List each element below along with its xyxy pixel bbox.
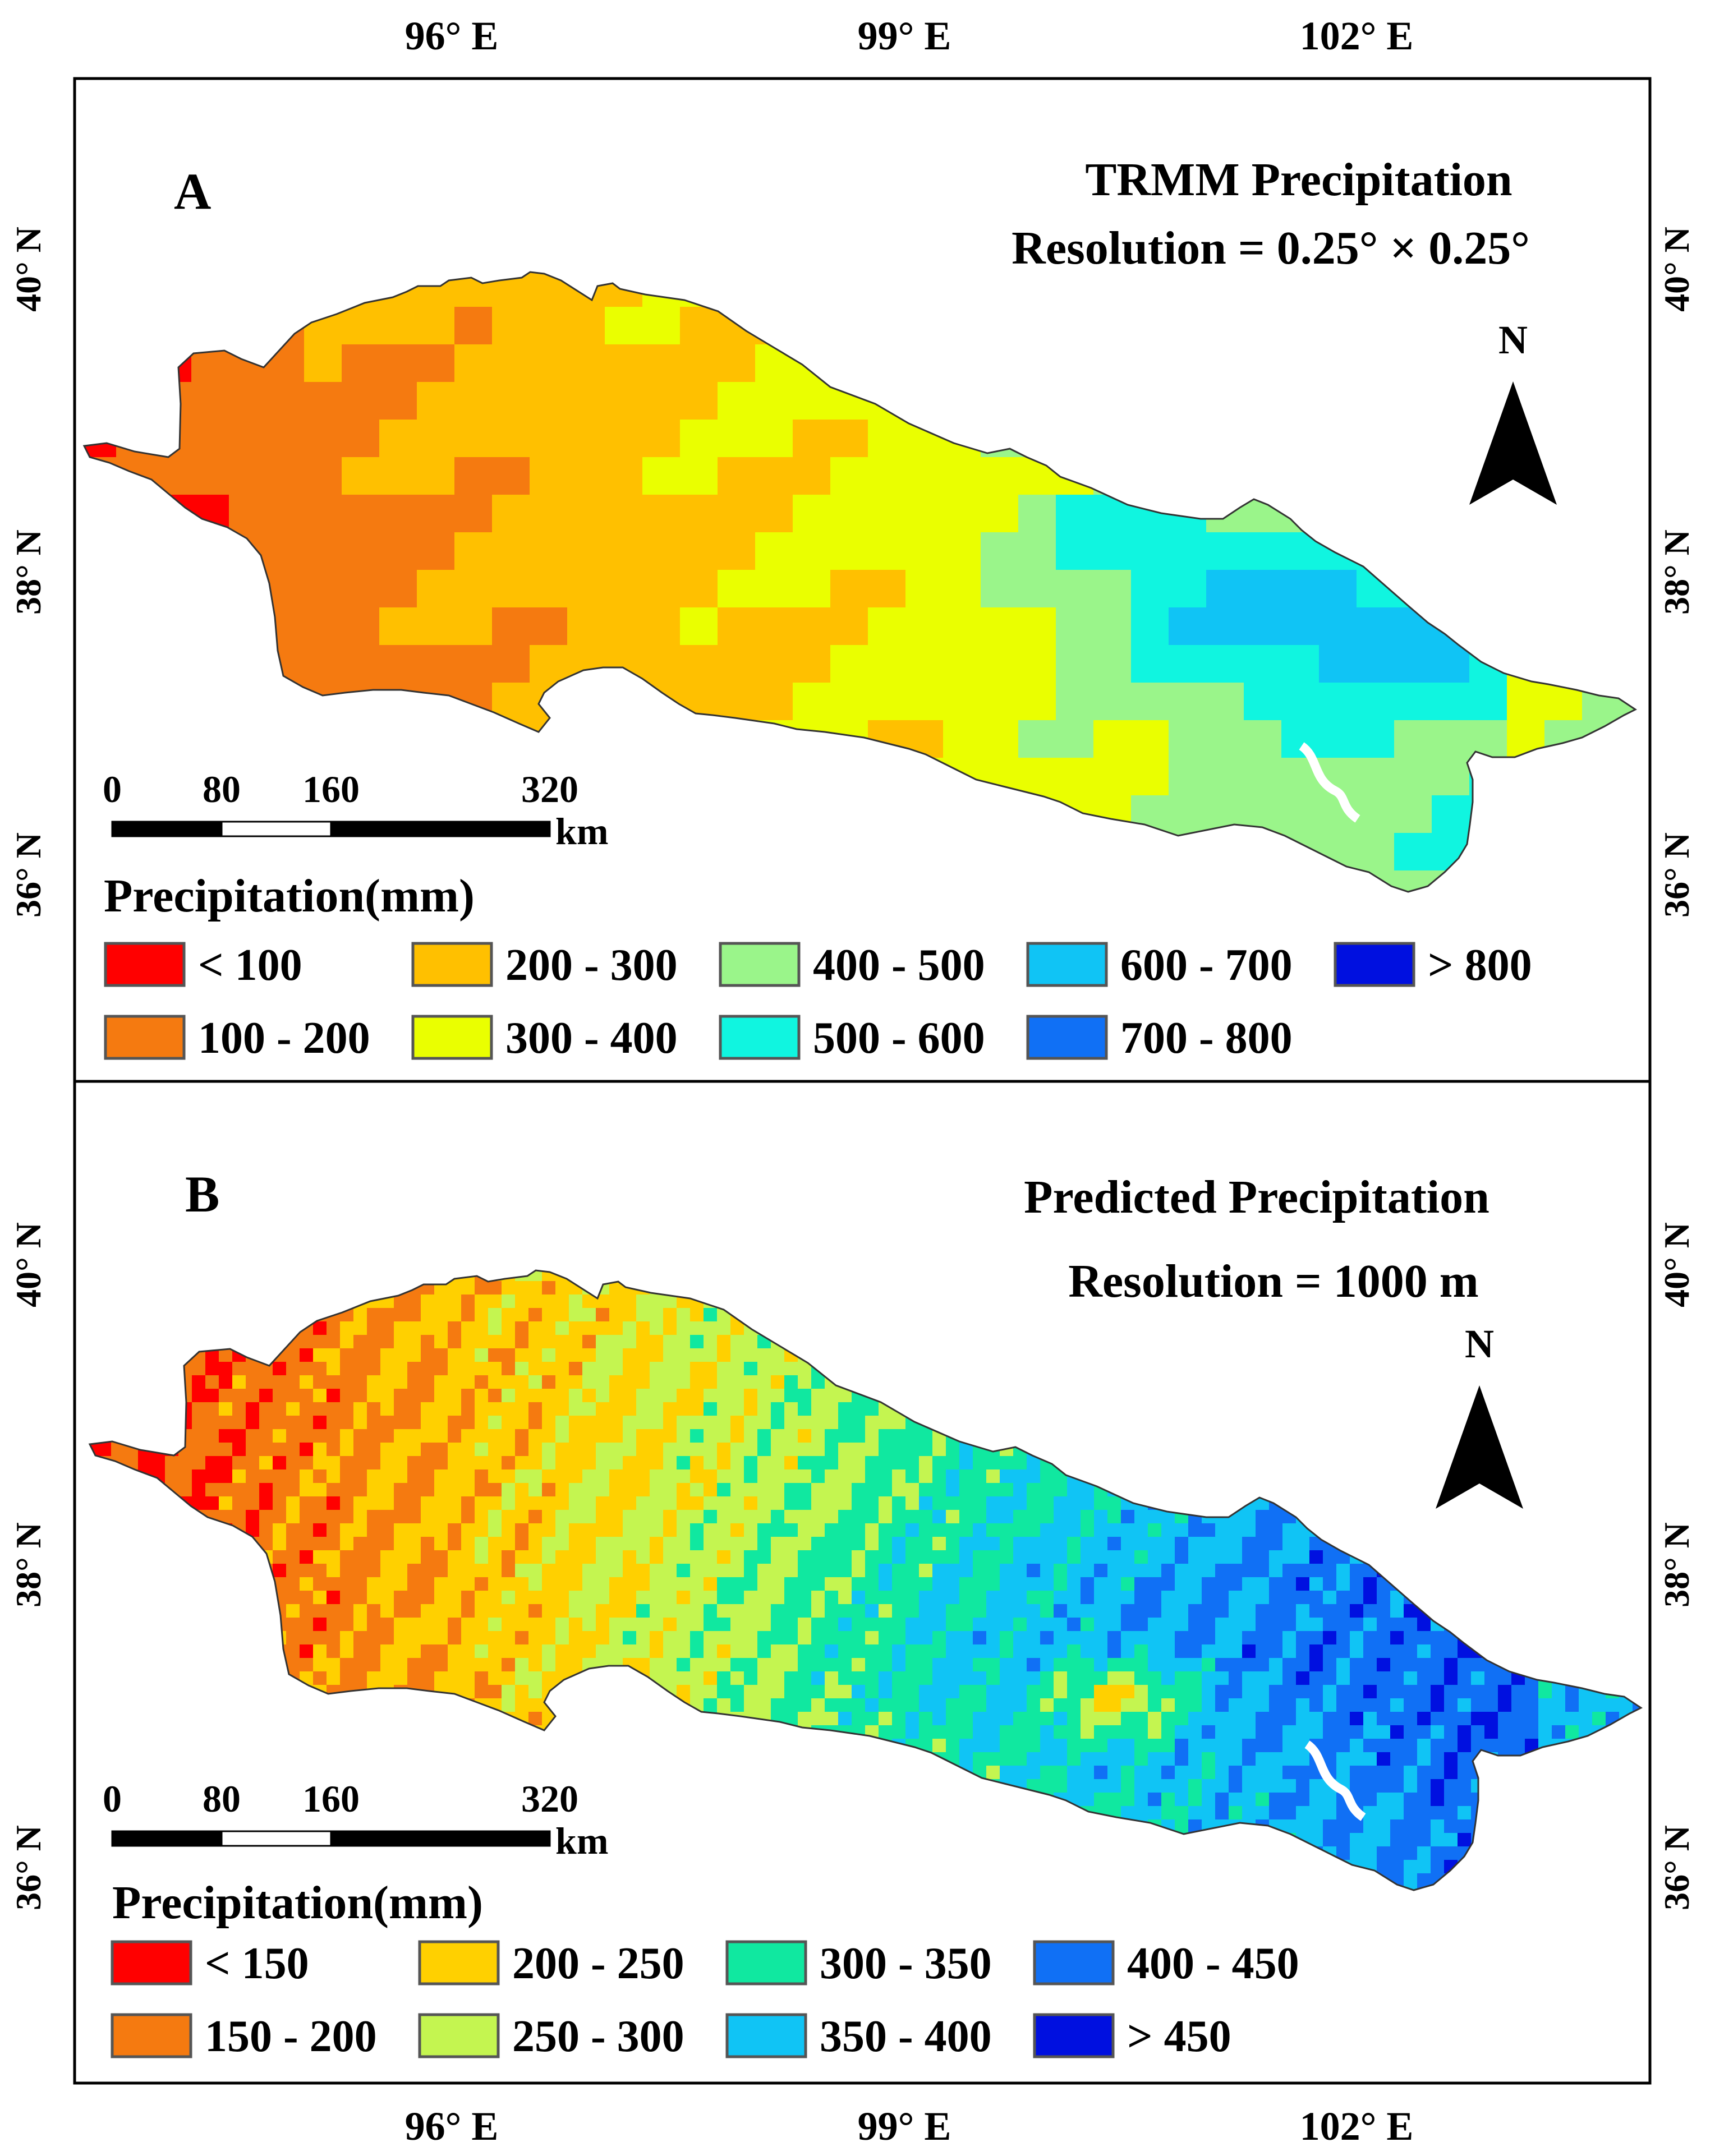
y-tick-label-right: 40° N (1657, 227, 1697, 312)
x-tick-label-bottom: 96° E (405, 2104, 499, 2149)
legend-swatch (719, 942, 801, 987)
legend-swatch (1033, 1940, 1115, 1985)
legend-swatch (111, 1940, 192, 1985)
y-tick-label-left: 38° N (8, 529, 48, 615)
panel-a-north-label: N (1498, 317, 1528, 362)
y-tick-label-right: 38° N (1657, 529, 1697, 615)
scale-tick-label: 0 (103, 768, 122, 810)
x-ticks-top: 96° E 99° E 102° E (405, 13, 1414, 58)
legend-swatch (725, 2013, 807, 2058)
y-tick-label-right: 40° N (1657, 1222, 1697, 1307)
y-tick-label-left: 40° N (8, 1222, 48, 1307)
y-tick-label-right: 38° N (1657, 1522, 1697, 1607)
x-tick-label-top: 102° E (1300, 13, 1414, 58)
scale-tick-label: 320 (521, 1777, 578, 1820)
legend-label: 200 - 250 (512, 1939, 684, 1988)
panel-b-title: Predicted Precipitation (1024, 1171, 1489, 1223)
y-ticks: 40° N 40° N 40° N 40° N 38° N 38° N 38° N 38° N… (8, 227, 1697, 1910)
legend-label: > 450 (1127, 2012, 1231, 2061)
scale-tick-label: 80 (203, 1777, 241, 1820)
scale-unit-label: km (555, 1819, 608, 1862)
panel-b-legend-title: Precipitation(mm) (112, 1877, 483, 1929)
legend-swatch (1033, 2013, 1115, 2058)
panel-a-map (83, 271, 1636, 893)
legend-label: 600 - 700 (1120, 941, 1293, 990)
panel-b-legend: < 150 150 - 200 200 - 250 250 - 300 300 - 35… (111, 1939, 1299, 2061)
legend-label: < 150 (205, 1939, 309, 1988)
panel-a-title: TRMM Precipitation (1085, 154, 1512, 206)
panel-a-label: A (174, 163, 211, 220)
legend-swatch (418, 1940, 500, 1985)
panel-b-label: B (185, 1165, 219, 1223)
y-tick-label-left: 36° N (8, 1825, 48, 1910)
legend-label: 300 - 400 (505, 1013, 678, 1063)
panel-b-map (89, 1269, 1642, 1891)
y-tick-label-left: 40° N (8, 227, 48, 312)
y-tick-label-right: 36° N (1657, 832, 1697, 918)
legend-swatch (111, 2013, 192, 2058)
x-ticks-bottom: 96° E 99° E 102° E (405, 2104, 1414, 2149)
legend-swatch (411, 942, 493, 987)
legend-label: 400 - 450 (1127, 1939, 1299, 1988)
x-tick-label-bottom: 102° E (1300, 2104, 1414, 2149)
legend-label: 400 - 500 (813, 941, 985, 990)
panel-b-lake (1304, 1740, 1366, 1821)
legend-label: 700 - 800 (1120, 1013, 1293, 1063)
panel-a-north-arrow-icon: N (1469, 317, 1557, 505)
scale-unit-label: km (555, 810, 608, 853)
legend-swatch (1334, 942, 1415, 987)
legend-label: 150 - 200 (205, 2012, 377, 2061)
legend-label: < 100 (198, 941, 302, 990)
scale-tick-label: 160 (302, 768, 360, 810)
y-tick-label-right: 36° N (1657, 1825, 1697, 1910)
legend-swatch (418, 2013, 500, 2058)
legend-label: 350 - 400 (820, 2012, 992, 2061)
legend-label: 100 - 200 (198, 1013, 370, 1063)
legend-swatch (104, 942, 186, 987)
legend-swatch (719, 1015, 801, 1060)
panel-b-north-arrow-icon: N (1436, 1321, 1523, 1509)
panel-a-legend-title: Precipitation(mm) (104, 870, 475, 922)
panel-b-frame (73, 1080, 1652, 2085)
scale-tick-label: 0 (103, 1777, 122, 1820)
y-tick-label-left: 38° N (8, 1522, 48, 1607)
x-tick-label-top: 99° E (858, 13, 951, 58)
legend-swatch (1026, 942, 1108, 987)
x-tick-label-top: 96° E (405, 13, 499, 58)
legend-swatch (104, 1015, 186, 1060)
panel-b-resolution: Resolution = 1000 m (1068, 1255, 1479, 1307)
panel-a-legend: < 100 100 - 200 200 - 300 300 - 400 400 - 50… (104, 941, 1532, 1063)
legend-swatch (411, 1015, 493, 1060)
panel-a-lake (1299, 742, 1360, 823)
legend-label: > 800 (1428, 941, 1532, 990)
legend-label: 250 - 300 (512, 2012, 684, 2061)
panel-a-resolution: Resolution = 0.25° × 0.25° (1012, 222, 1530, 274)
y-tick-label-left: 36° N (8, 832, 48, 918)
x-tick-label-bottom: 99° E (858, 2104, 951, 2149)
legend-label: 500 - 600 (813, 1013, 985, 1063)
scale-tick-label: 80 (203, 768, 241, 810)
scale-tick-label: 320 (521, 768, 578, 810)
legend-swatch (725, 1940, 807, 1985)
legend-label: 300 - 350 (820, 1939, 992, 1988)
panel-a-raster-grid (84, 272, 1635, 892)
legend-label: 200 - 300 (505, 941, 678, 990)
legend-swatch (1026, 1015, 1108, 1060)
panel-b-north-label: N (1465, 1321, 1494, 1366)
scale-tick-label: 160 (302, 1777, 360, 1820)
